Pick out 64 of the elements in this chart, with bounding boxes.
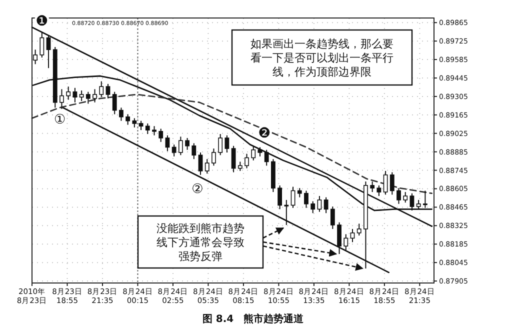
candlestick (138, 120, 144, 131)
candlestick (224, 134, 230, 153)
candlestick (40, 32, 44, 58)
candlestick (370, 180, 375, 193)
annotation: ❷ (258, 126, 271, 142)
candlestick (337, 222, 342, 254)
note-box: 如果画出一条趋势线，那么要看一下是否可以划出一条平行线，作为顶部边界限 (231, 29, 413, 86)
candlestick (284, 199, 289, 226)
candlestick (244, 153, 249, 169)
candlestick (126, 114, 130, 126)
candlestick (317, 195, 322, 212)
candlestick (33, 49, 38, 65)
annotation: ② (192, 182, 204, 197)
candlestick (396, 188, 401, 204)
candlestick (112, 91, 117, 115)
candlestick (278, 184, 282, 210)
candlestick (264, 149, 269, 166)
candlestick (350, 228, 355, 243)
candlestick (310, 200, 316, 214)
candlestick (324, 196, 328, 214)
candlestick (204, 158, 210, 174)
candlestick (152, 126, 156, 136)
candlestick (231, 145, 236, 173)
candlestick (72, 87, 78, 103)
note-box: 没能跌到熊市趋势线下方通常会导致强势反弹 (137, 215, 264, 269)
candlestick (238, 161, 242, 172)
candlestick (86, 91, 90, 104)
candlestick (422, 190, 428, 208)
candlestick (79, 90, 84, 102)
text: 图 8.4 熊市趋势通道 (202, 313, 305, 325)
candlestick (198, 152, 203, 176)
candlestick (376, 184, 382, 196)
candlestick (383, 170, 388, 196)
candlestick (66, 86, 71, 100)
candlestick (46, 34, 51, 69)
candlestick (258, 146, 262, 157)
candlestick (178, 136, 183, 156)
annotation: ❶ (36, 14, 48, 30)
candlestick (390, 172, 394, 196)
line-series (31, 94, 432, 194)
candlestick (218, 134, 223, 156)
candlestick (330, 206, 335, 230)
candlestick (290, 186, 296, 208)
candlestick (356, 223, 362, 236)
candlestick (192, 142, 196, 160)
candlestick (185, 137, 190, 150)
candlestick (106, 83, 110, 99)
annotation: 没能跌到熊市趋势线下方通常会导致强势反弹 (156, 222, 244, 263)
candlestick (304, 190, 308, 208)
candlestick (119, 107, 124, 122)
annotation: 如果画出一条趋势线，那么要看一下是否可以划出一条平行线，作为顶部边界限 (250, 38, 394, 78)
candlestick (297, 188, 302, 198)
candlestick (145, 122, 150, 135)
candlestick (403, 192, 408, 204)
candlestick (344, 234, 348, 251)
candlestick (99, 80, 104, 98)
candlestick (212, 148, 216, 166)
candlestick (251, 145, 256, 161)
candlestick (132, 118, 137, 128)
candlestick (158, 128, 164, 142)
candlestick (92, 88, 97, 103)
candlestick (172, 144, 176, 157)
candlestick (165, 134, 170, 152)
annotation: ① (54, 112, 66, 128)
